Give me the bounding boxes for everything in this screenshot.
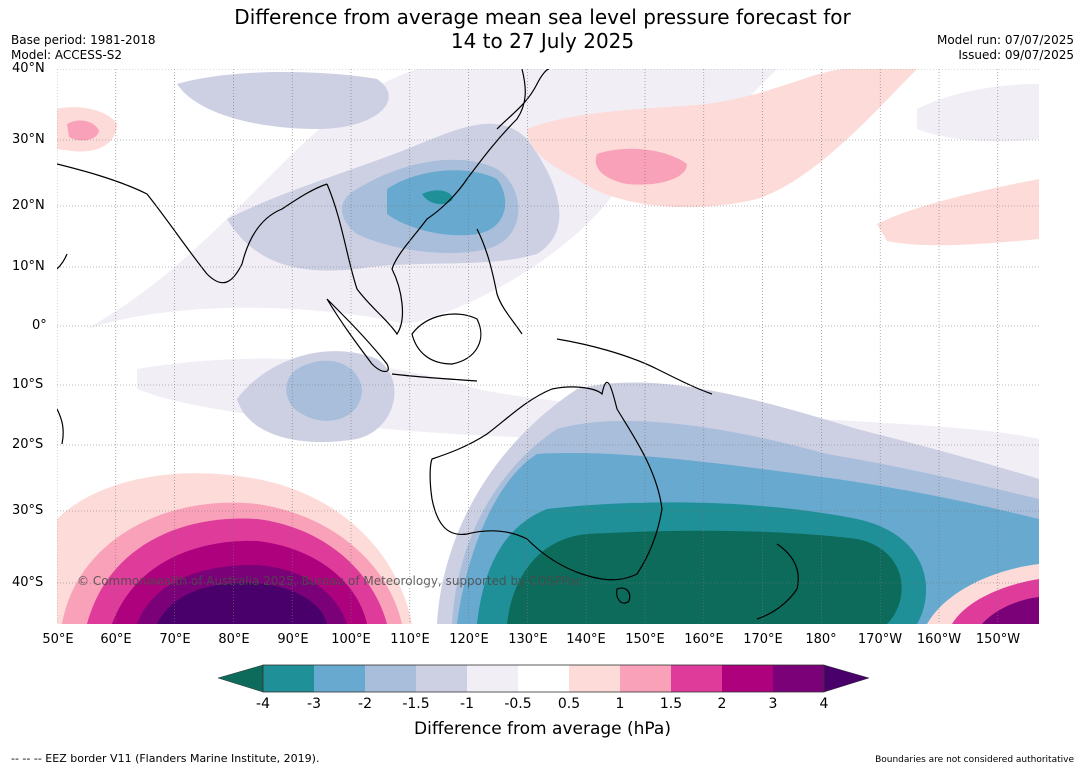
lon-label: 150°E: [625, 632, 665, 647]
lon-label: 130°E: [508, 632, 548, 647]
colorbar-tick: 1: [615, 696, 625, 712]
lat-label: 20°N: [12, 198, 45, 213]
lat-label: 30°S: [12, 503, 44, 518]
colorbar-arrow-low: [217, 664, 264, 693]
colorbar-tick: 4: [819, 696, 829, 712]
issued-date: Issued: 09/07/2025: [958, 48, 1074, 62]
colorbar: [217, 664, 870, 693]
coastlines: [57, 69, 799, 620]
negative-field-weak-2: [917, 84, 1039, 142]
positive-field-west-inner: [67, 120, 99, 141]
positive-field-sio-6: [157, 582, 327, 624]
colorbar-bin: [263, 665, 314, 692]
lat-label: 10°S: [12, 377, 44, 392]
lon-label: 170°E: [743, 632, 783, 647]
lat-label: 30°N: [12, 132, 45, 147]
lat-label: 10°N: [12, 259, 45, 274]
coast-sumatra: [326, 298, 389, 373]
eez-border-note: -- -- -- EEZ border V11 (Flanders Marine…: [11, 752, 320, 765]
colorbar-arrow-high: [823, 664, 870, 693]
anomaly-fields: [57, 69, 1039, 624]
meta-left: Base period: 1981-2018 Model: ACCESS-S2: [11, 33, 156, 63]
map-canvas: [57, 69, 1039, 624]
colorbar-bin: [416, 665, 467, 692]
lon-label: 50°E: [42, 632, 74, 647]
meta-right: Model run: 07/07/2025 Issued: 09/07/2025: [937, 33, 1074, 63]
colorbar-bin: [365, 665, 416, 692]
lon-label: 150°W: [975, 632, 1021, 647]
negative-field-aus-5: [507, 530, 902, 624]
lon-label: 80°E: [218, 632, 250, 647]
colorbar-bin: [518, 665, 569, 692]
lon-label: 60°E: [100, 632, 132, 647]
colorbar-bin: [467, 665, 518, 692]
lon-label: 160°W: [916, 632, 962, 647]
title-line-2: 14 to 27 July 2025: [450, 29, 635, 53]
negative-field-d: [422, 190, 453, 205]
colorbar-tick: 3: [768, 696, 778, 712]
pressure-anomaly-map: © Commonwealth of Australia 2025, Bureau…: [57, 69, 1039, 624]
boundaries-disclaimer: Boundaries are not considered authoritat…: [875, 755, 1074, 765]
colorbar-tick: 0.5: [557, 696, 581, 712]
coast-philippines: [476, 228, 523, 335]
graticule: [57, 69, 1039, 624]
colorbar-bin: [773, 665, 824, 692]
copyright-notice: © Commonwealth of Australia 2025, Bureau…: [77, 574, 583, 588]
coast-java: [391, 373, 478, 382]
base-period: Base period: 1981-2018: [11, 33, 156, 47]
coast-australia: [429, 381, 663, 581]
colorbar-tick: 1.5: [659, 696, 683, 712]
coast-new-zealand: [756, 543, 799, 620]
colorbar-bin: [569, 665, 620, 692]
coast-africa-arabia: [57, 253, 68, 445]
colorbar-tick: -1.5: [402, 696, 430, 712]
colorbar-bin: [671, 665, 722, 692]
lon-label: 120°E: [449, 632, 489, 647]
colorbar-tick: -2: [358, 696, 372, 712]
colorbar-bin: [314, 665, 365, 692]
coast-borneo: [411, 313, 482, 365]
lat-label: 20°S: [12, 437, 44, 452]
model-name: Model: ACCESS-S2: [11, 48, 123, 62]
coast-india: [57, 163, 328, 284]
negative-field-moderate-tibet: [177, 72, 389, 129]
colorbar-title: Difference from average (hPa): [414, 719, 671, 739]
colorbar-bin: [722, 665, 773, 692]
colorbar-tick: 2: [717, 696, 727, 712]
lon-label: 140°E: [566, 632, 606, 647]
lon-label: 110°E: [390, 632, 430, 647]
lat-label: 40°N: [12, 61, 45, 76]
coast-tasmania: [616, 587, 631, 604]
lon-label: 180°: [805, 632, 837, 647]
colorbar-frame: [262, 664, 825, 693]
lon-label: 90°E: [277, 632, 309, 647]
negative-field-a: [286, 360, 362, 421]
positive-field-nw-pacific-inner: [595, 148, 687, 185]
lat-label: 40°S: [12, 575, 44, 590]
lon-label: 100°E: [331, 632, 371, 647]
model-run: Model run: 07/07/2025: [936, 33, 1074, 47]
lon-label: 170°W: [857, 632, 903, 647]
lon-label: 70°E: [159, 632, 191, 647]
colorbar-bin: [620, 665, 671, 692]
positive-field-se-3: [982, 597, 1039, 624]
colorbar-tick: -1: [460, 696, 474, 712]
colorbar-tick: -0.5: [504, 696, 532, 712]
coast-new-guinea: [556, 338, 713, 395]
colorbar-tick: -4: [256, 696, 270, 712]
colorbar-tick: -3: [307, 696, 321, 712]
title-line-1: Difference from average mean sea level p…: [234, 5, 851, 29]
lat-label: 0°: [32, 318, 47, 333]
positive-field-east: [877, 179, 1039, 246]
coast-japan: [496, 69, 550, 130]
coast-se-asia: [326, 69, 526, 336]
chart-title: Difference from average mean sea level p…: [0, 5, 1085, 53]
lon-label: 160°E: [684, 632, 724, 647]
